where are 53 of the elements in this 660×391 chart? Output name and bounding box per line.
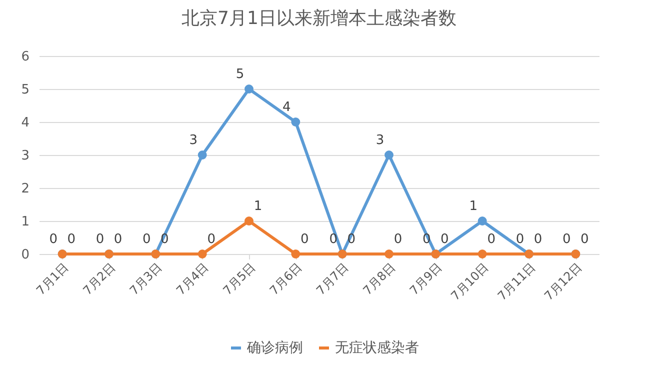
y-tick-label: 5 <box>21 82 30 98</box>
data-label: 3 <box>376 133 384 148</box>
y-tick-label: 6 <box>21 50 30 64</box>
data-label: 1 <box>254 199 262 214</box>
x-tick-label: 7月7日 <box>314 260 352 298</box>
x-tick-label: 7月2日 <box>80 260 118 298</box>
data-label: 0 <box>440 232 449 247</box>
data-label: 0 <box>49 232 58 247</box>
x-tick-label: 7月11日 <box>494 260 538 304</box>
legend-label: 无症状感染者 <box>335 340 419 356</box>
data-label: 0 <box>96 232 104 247</box>
point <box>478 216 487 226</box>
chart-title: 北京7月1日以来新增本土感染者数 <box>182 8 456 29</box>
point <box>478 250 487 258</box>
y-tick-label: 3 <box>21 148 30 164</box>
data-label: 0 <box>487 232 496 247</box>
data-label: 0 <box>114 232 122 247</box>
point <box>244 84 254 94</box>
x-tick-label: 7月8日 <box>360 260 398 298</box>
point <box>291 250 300 258</box>
x-tick-label: 7月9日 <box>406 260 445 298</box>
data-label: 4 <box>282 100 291 115</box>
point <box>198 150 207 160</box>
x-tick-label: 7月3日 <box>126 260 165 298</box>
data-label: 0 <box>562 232 571 247</box>
point <box>244 216 254 226</box>
data-label: 0 <box>516 232 524 247</box>
y-tick-label: 4 <box>21 116 30 130</box>
data-label: 0 <box>329 232 338 247</box>
data-label: 5 <box>236 67 244 82</box>
point <box>291 118 300 126</box>
x-tick-label: 7月5日 <box>220 260 258 298</box>
x-tick-label: 7月1日 <box>34 260 72 298</box>
point <box>198 250 207 258</box>
data-label: 0 <box>534 232 542 247</box>
x-tick-label: 7月10日 <box>448 260 492 304</box>
data-label: 3 <box>189 133 198 148</box>
point <box>384 250 394 258</box>
data-label: 0 <box>207 232 216 247</box>
y-tick-label: 2 <box>21 182 30 196</box>
data-label: 0 <box>67 232 76 247</box>
data-label: 0 <box>300 232 309 247</box>
x-tick-label: 7月12日 <box>542 260 585 304</box>
x-tick-label: 7月6日 <box>266 260 305 298</box>
y-tick-label: 1 <box>21 214 30 230</box>
data-label: 0 <box>394 232 402 247</box>
data-label: 0 <box>142 232 151 247</box>
x-tick-label: 7月4日 <box>174 260 212 298</box>
y-tick-label: 0 <box>21 248 30 262</box>
legend-label: 确诊病例 <box>246 340 303 356</box>
point <box>384 150 394 160</box>
data-label: 1 <box>469 199 478 214</box>
data-label: 0 <box>580 232 589 247</box>
